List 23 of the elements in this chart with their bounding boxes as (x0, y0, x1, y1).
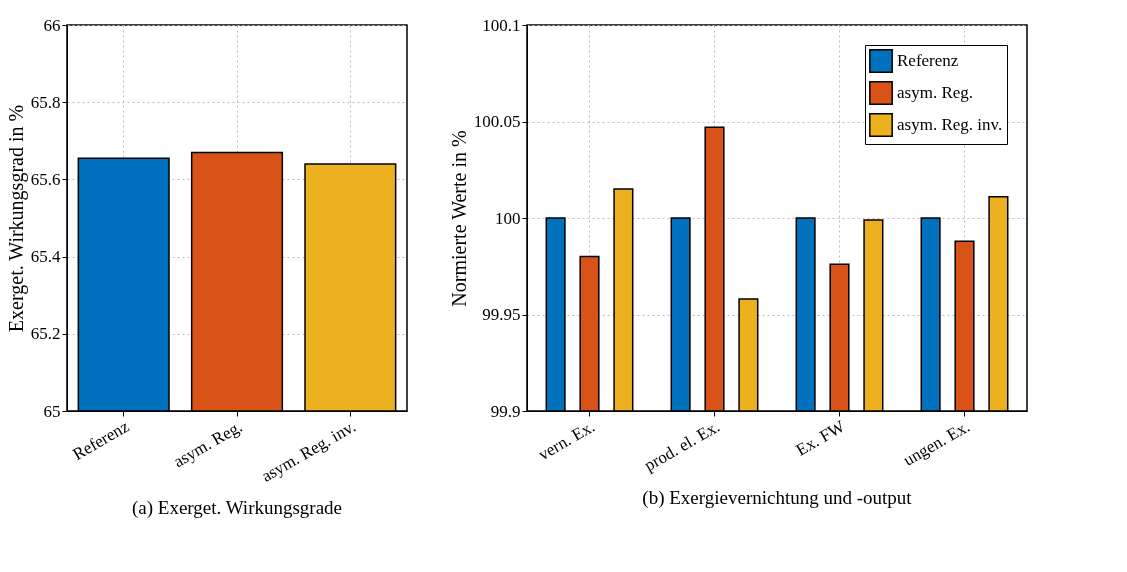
x-tick-label: vern. Ex. (534, 416, 598, 465)
x-tick-label: asym. Reg. inv. (258, 416, 359, 486)
legend-label: asym. Reg. inv. (897, 115, 1003, 134)
y-tick-label: 65.8 (30, 92, 61, 112)
text: (b) Exergievernichtung und -output (642, 486, 913, 509)
y-tick-label: 66 (43, 15, 61, 35)
x-tick-label: asym. Reg. (170, 416, 246, 472)
y-axis-title: Normierte Werte in % (447, 130, 470, 307)
y-tick-label: 65.6 (30, 169, 61, 189)
legend-label: asym. Reg. (897, 83, 974, 102)
y-tick-label: 100.1 (482, 15, 521, 35)
y-tick-label: 99.9 (490, 401, 521, 421)
y-tick-label: 99.95 (482, 305, 521, 324)
y-tick-label: 65.4 (30, 247, 61, 267)
y-tick-label: 100.05 (473, 112, 521, 131)
text: (a) Exerget. Wirkungsgrade (131, 497, 343, 520)
y-tick-label: 65.2 (30, 324, 61, 344)
legend-label: Referenz (897, 51, 959, 70)
x-tick-label: Ex. FW (792, 416, 849, 460)
x-tick-label: ungen. Ex. (900, 416, 973, 470)
y-axis-title: Exerget. Wirkungsgrad in % (4, 104, 28, 333)
y-tick-label: 100 (495, 208, 521, 228)
y-tick-label: 65 (43, 401, 61, 421)
